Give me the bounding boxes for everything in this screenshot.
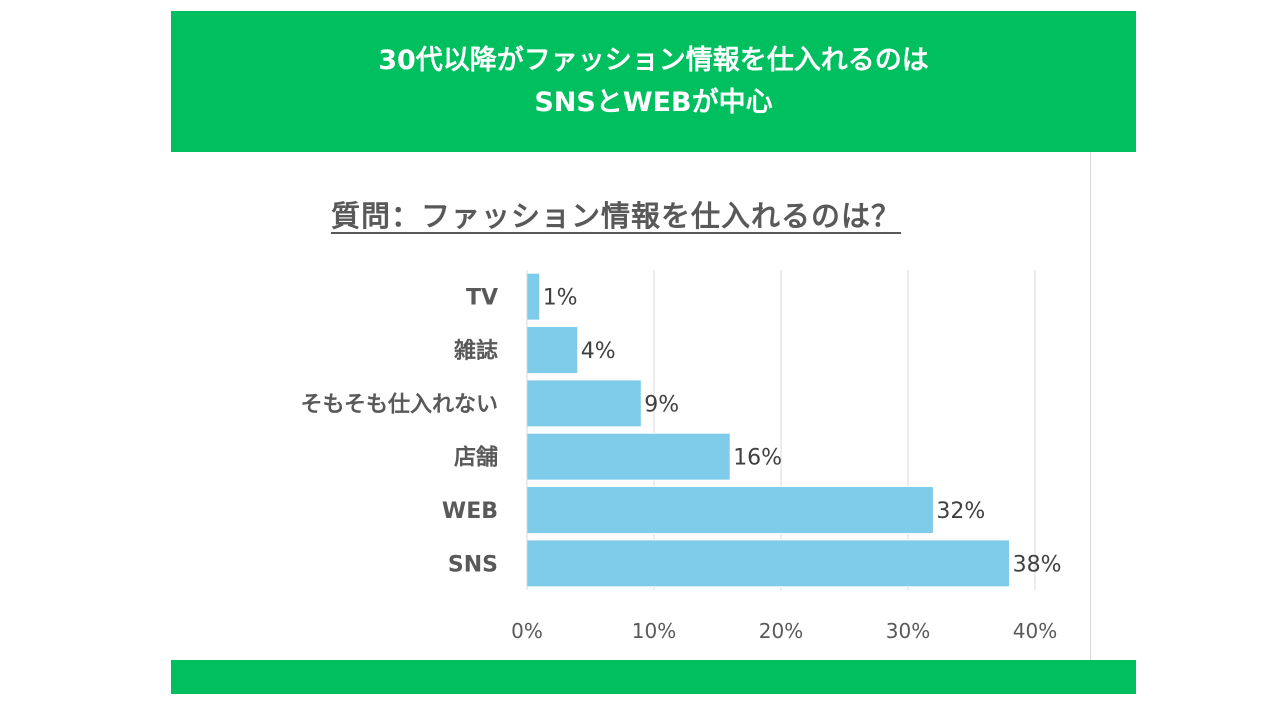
footer-banner [171, 660, 1136, 694]
x-tick-label: 30% [886, 619, 930, 643]
category-label: SNS [448, 552, 498, 577]
bar [526, 486, 934, 534]
bar [526, 379, 642, 428]
header-line-2: SNSとWEBが中心 [534, 86, 773, 118]
category-label: 雑誌 [453, 338, 498, 364]
header-line-1: 30代以降がファッション情報を仕入れるのは [378, 44, 929, 76]
data-label: 4% [581, 339, 616, 364]
data-label: 16% [733, 446, 782, 471]
chart-title: 質問：ファッション情報を仕入れるのは？ [331, 199, 902, 233]
bar [526, 432, 731, 481]
header-banner: 30代以降がファッション情報を仕入れるのは SNSとWEBが中心 [171, 11, 1136, 152]
x-tick-label: 40% [1013, 619, 1057, 643]
data-label: 38% [1013, 552, 1062, 577]
category-label: 店舗 [454, 445, 498, 471]
category-label: WEB [442, 499, 498, 524]
bar [526, 272, 541, 321]
category-label: TV [466, 286, 498, 311]
x-tick-label: 0% [511, 619, 543, 643]
bar [526, 326, 579, 374]
bar [526, 539, 1011, 588]
data-label: 1% [543, 286, 578, 311]
x-tick-label: 20% [759, 619, 803, 643]
data-label: 9% [644, 392, 679, 417]
category-label: そもそも仕入れない [300, 392, 498, 417]
divider [1090, 152, 1091, 660]
data-label: 32% [936, 499, 985, 524]
x-tick-label: 10% [632, 619, 676, 643]
